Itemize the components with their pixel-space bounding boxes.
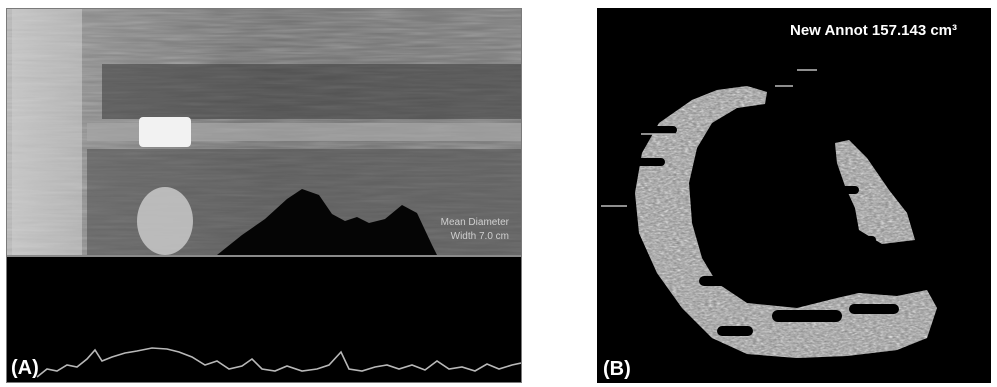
- panel-label-a: (A): [11, 357, 39, 379]
- mean-diameter-value: Width 7.0 cm: [450, 231, 509, 242]
- panel-label-b: (B): [603, 358, 631, 380]
- panel-a-scan: [7, 9, 521, 382]
- mean-diameter-label: Mean Diameter: [440, 217, 509, 228]
- panel-b-image: New Annot 157.143 cm³ (B): [597, 8, 991, 383]
- panel-a-image: Mean Diameter Width 7.0 cm (A): [6, 8, 522, 383]
- panel-b-segmentation: [597, 8, 991, 383]
- annotation-volume-label: New Annot 157.143 cm³: [790, 22, 957, 39]
